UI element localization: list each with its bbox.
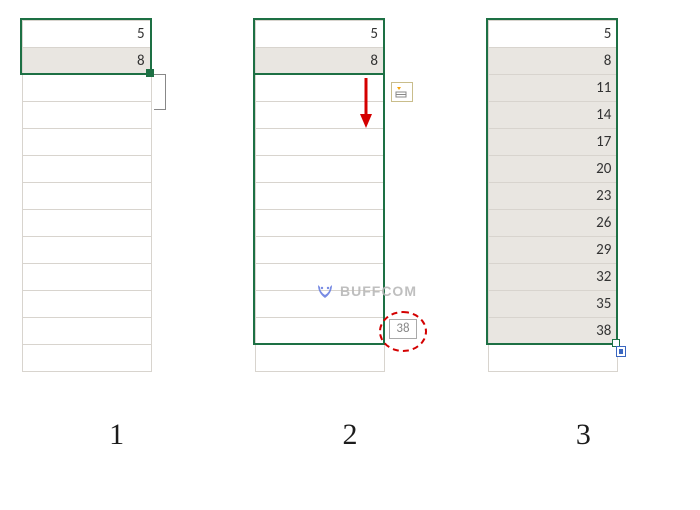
step-label: 1 [22, 418, 212, 452]
drag-tooltip: 38 [389, 319, 417, 339]
spreadsheet-cell[interactable] [23, 182, 151, 209]
autofill-options-icon[interactable] [391, 82, 413, 102]
spreadsheet-cell[interactable] [23, 236, 151, 263]
spreadsheet-grid: 58 [22, 20, 212, 372]
spreadsheet-column[interactable]: 58 [22, 20, 152, 372]
step-label: 3 [488, 418, 678, 452]
spreadsheet-cell[interactable]: 5 [256, 20, 384, 47]
step-labels-row: 1 2 3 [0, 418, 700, 452]
spreadsheet-column[interactable]: 5811141720232629323538 [488, 20, 618, 372]
spreadsheet-cell[interactable] [256, 209, 384, 236]
spreadsheet-cell[interactable] [256, 128, 384, 155]
spreadsheet-cell[interactable] [23, 290, 151, 317]
spreadsheet-cell[interactable] [256, 317, 384, 344]
spreadsheet-cell[interactable]: 38 [489, 317, 617, 344]
spreadsheet-cell[interactable]: 26 [489, 209, 617, 236]
spreadsheet-grid: 58 38 [255, 20, 445, 372]
spreadsheet-cell[interactable] [23, 101, 151, 128]
fill-cursor-icon [154, 74, 166, 110]
spreadsheet-cell[interactable]: 35 [489, 290, 617, 317]
spreadsheet-cell[interactable]: 5 [489, 20, 617, 47]
spreadsheet-cell[interactable]: 20 [489, 155, 617, 182]
spreadsheet-grid: 5811141720232629323538 [488, 20, 678, 372]
watermark-text: BUFFCOM [340, 283, 417, 299]
spreadsheet-cell[interactable]: 23 [489, 182, 617, 209]
spreadsheet-cell[interactable] [256, 236, 384, 263]
spreadsheet-cell[interactable]: 14 [489, 101, 617, 128]
spreadsheet-cell[interactable]: 11 [489, 74, 617, 101]
spreadsheet-cell[interactable] [256, 155, 384, 182]
spreadsheet-cell[interactable]: 8 [256, 47, 384, 74]
spreadsheet-cell[interactable] [23, 155, 151, 182]
spreadsheet-cell[interactable]: 17 [489, 128, 617, 155]
panel-2: 58 38 [255, 20, 445, 372]
spreadsheet-cell[interactable]: 32 [489, 263, 617, 290]
spreadsheet-cell[interactable]: 8 [23, 47, 151, 74]
spreadsheet-column[interactable]: 58 [255, 20, 385, 372]
spreadsheet-cell[interactable]: 8 [489, 47, 617, 74]
spreadsheet-cell[interactable]: 5 [23, 20, 151, 47]
spreadsheet-cell[interactable] [23, 344, 151, 371]
spreadsheet-cell[interactable]: 29 [489, 236, 617, 263]
spreadsheet-cell[interactable] [23, 263, 151, 290]
spreadsheet-cell[interactable] [23, 128, 151, 155]
spreadsheet-cell[interactable] [256, 101, 384, 128]
spreadsheet-cell[interactable] [23, 317, 151, 344]
watermark-logo-icon [316, 282, 334, 300]
spreadsheet-cell[interactable] [256, 344, 384, 371]
watermark: BUFFCOM [316, 282, 417, 300]
spreadsheet-cell[interactable] [23, 74, 151, 101]
spreadsheet-cell[interactable] [256, 74, 384, 101]
paste-options-icon[interactable] [616, 346, 626, 357]
spreadsheet-cell[interactable] [23, 209, 151, 236]
panel-3: 5811141720232629323538 [488, 20, 678, 372]
spreadsheet-cell[interactable] [489, 344, 617, 371]
step-label: 2 [255, 418, 445, 452]
spreadsheet-cell[interactable] [256, 182, 384, 209]
panel-1: 58 [22, 20, 212, 372]
